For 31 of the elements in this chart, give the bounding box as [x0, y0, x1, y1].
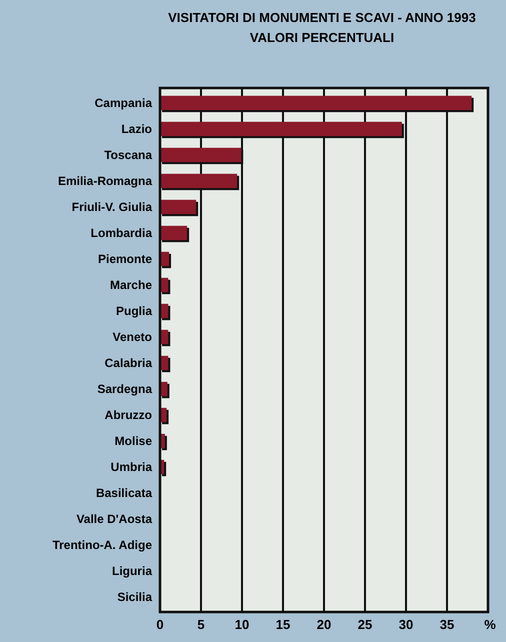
y-tick-label: Basilicata [96, 486, 152, 500]
chart-title: VISITATORI DI MONUMENTI E SCAVI - ANNO 1993 [168, 10, 476, 25]
y-tick-label: Calabria [104, 356, 152, 370]
x-tick-label: 15 [276, 617, 290, 632]
y-tick-label: Sicilia [117, 590, 152, 604]
y-tick-label: Valle D'Aosta [76, 512, 152, 526]
x-tick-label: 10 [234, 617, 250, 632]
y-tick-label: Liguria [112, 564, 152, 578]
x-axis-title: % [484, 617, 496, 632]
x-tick-label: 25 [358, 617, 372, 632]
y-tick-label: Toscana [104, 148, 152, 162]
y-tick-label: Molise [114, 434, 152, 448]
y-tick-label: Abruzzo [104, 408, 152, 422]
y-tick-label: Veneto [112, 330, 152, 344]
y-tick-label: Friuli-V. Giulia [72, 200, 152, 214]
y-tick-label: Puglia [116, 304, 152, 318]
y-tick-label: Emilia-Romagna [58, 174, 152, 188]
y-tick-label: Trentino-A. Adige [52, 538, 152, 552]
x-tick-label: 35 [440, 617, 454, 632]
x-tick-label: 5 [197, 617, 205, 632]
y-tick-label: Lombardia [90, 226, 152, 240]
y-tick-label: Marche [110, 278, 152, 292]
y-tick-label: Campania [94, 96, 152, 110]
y-tick-label: Piemonte [98, 252, 152, 266]
x-tick-label: 0 [156, 617, 164, 632]
y-tick-label: Sardegna [97, 382, 152, 396]
y-tick-label: Lazio [121, 122, 152, 136]
x-tick-label: 30 [398, 617, 414, 632]
y-tick-label: Umbria [110, 460, 152, 474]
chart-subtitle: VALORI PERCENTUALI [250, 30, 394, 45]
x-tick-label: 20 [316, 617, 332, 632]
